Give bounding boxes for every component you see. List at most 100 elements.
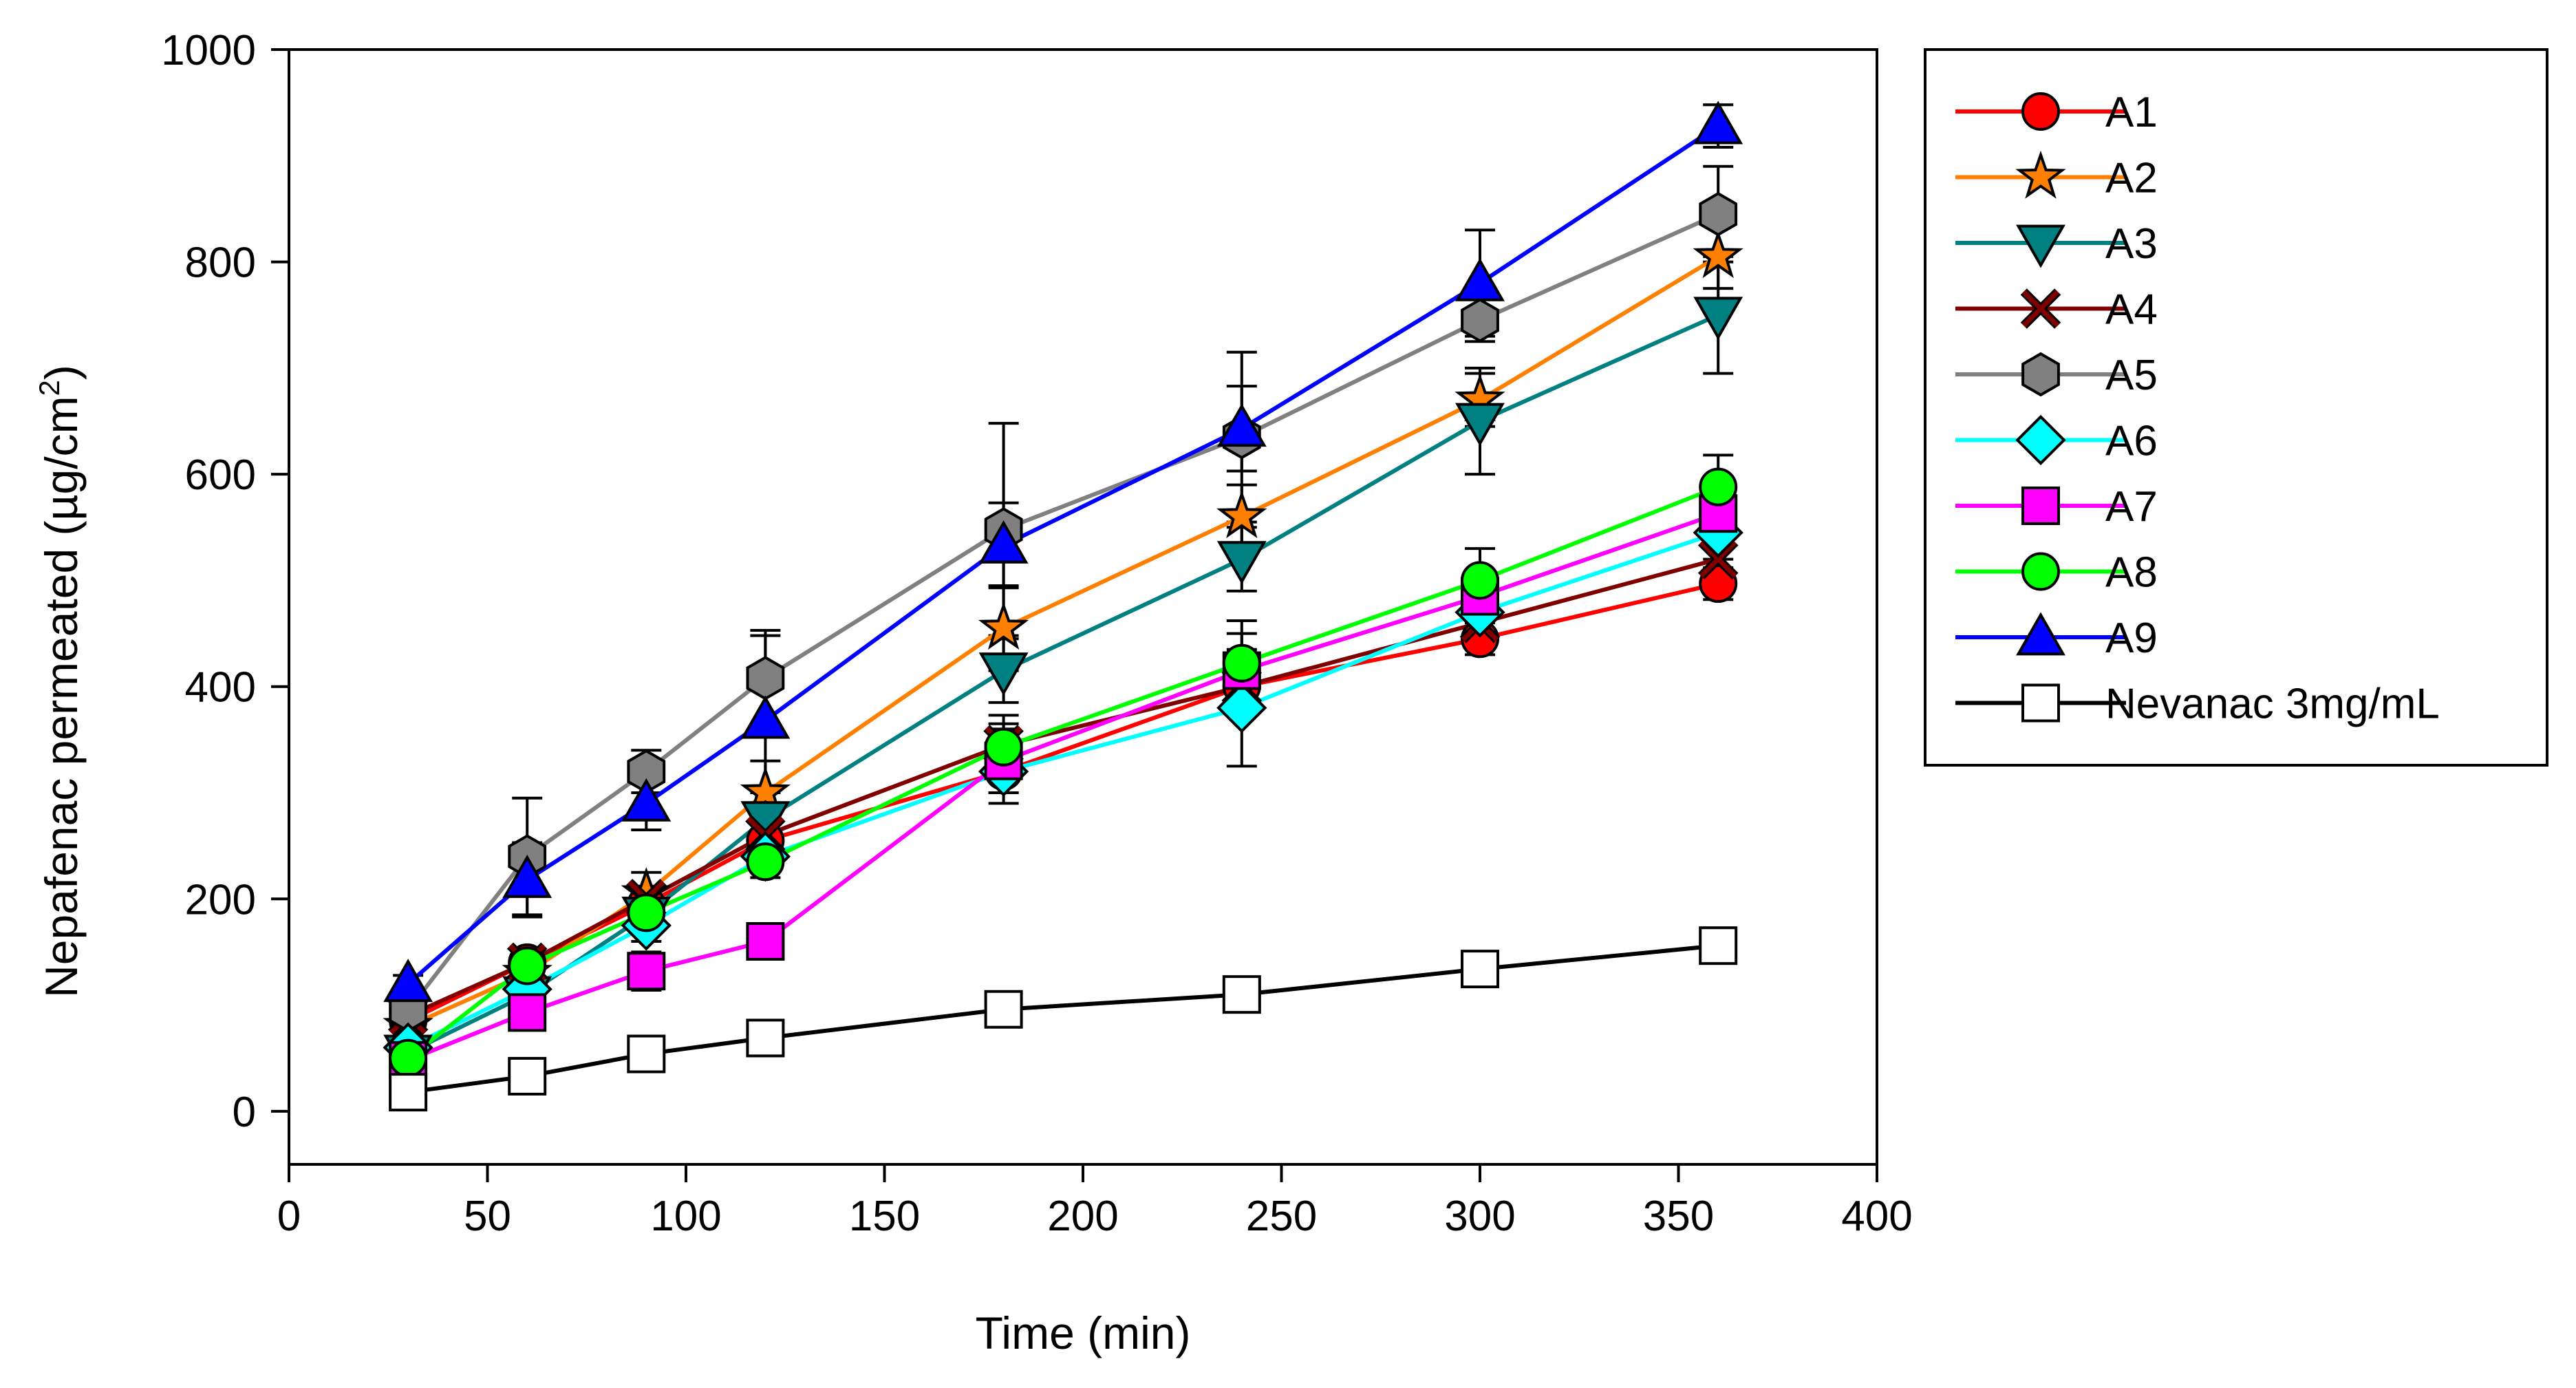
series-line-2 bbox=[407, 255, 1719, 1029]
data-point bbox=[984, 727, 1023, 767]
legend-label: Nevanac 3mg/mL bbox=[2105, 681, 2440, 728]
legend-label: A2 bbox=[2105, 155, 2158, 202]
legend-marker bbox=[2015, 414, 2066, 466]
legend-label: A1 bbox=[2105, 89, 2158, 136]
legend-label: A6 bbox=[2105, 418, 2158, 465]
data-point bbox=[502, 854, 552, 898]
x-tick-label: 200 bbox=[1047, 1193, 1118, 1240]
legend-entry: A8 bbox=[1955, 549, 2158, 597]
y-tick-label: 600 bbox=[185, 451, 256, 499]
legend-entry: A1 bbox=[1955, 89, 2158, 136]
y-tick-label: 200 bbox=[185, 876, 256, 923]
x-tick-label: 0 bbox=[277, 1193, 301, 1240]
legend-entry: A5 bbox=[1955, 352, 2158, 399]
y-axis-title-suffix: ) bbox=[36, 365, 87, 380]
legend-label: A3 bbox=[2105, 220, 2158, 268]
legend-entry: A4 bbox=[1955, 286, 2158, 334]
legend-marker bbox=[2016, 224, 2065, 268]
data-point bbox=[508, 946, 547, 985]
x-tick-label: 300 bbox=[1444, 1193, 1515, 1240]
x-tick-label: 100 bbox=[650, 1193, 721, 1240]
legend-marker bbox=[2020, 288, 2061, 329]
x-tick-label: 50 bbox=[464, 1193, 511, 1240]
legend-marker bbox=[2015, 150, 2066, 199]
y-tick-label: 400 bbox=[185, 664, 256, 712]
data-point bbox=[389, 1038, 428, 1078]
legend-label: A4 bbox=[2105, 286, 2158, 334]
series-line-7 bbox=[407, 511, 1719, 1063]
data-point bbox=[1216, 490, 1267, 539]
data-point bbox=[1455, 403, 1505, 447]
data-point bbox=[984, 990, 1023, 1029]
data-point bbox=[1216, 541, 1267, 585]
legend-entry: A7 bbox=[1955, 483, 2158, 531]
data-point bbox=[1461, 561, 1499, 600]
data-point-stroke bbox=[1699, 540, 1737, 578]
x-tick-label: 250 bbox=[1246, 1193, 1317, 1240]
legend-marker bbox=[2021, 352, 2060, 397]
legend: A1 A2 A3 A4 A5 A6 A7 A8 A9 Nevanac 3mg/mL bbox=[1924, 48, 2548, 767]
data-point bbox=[1455, 257, 1505, 301]
data-point bbox=[621, 778, 672, 822]
legend-entry: A6 bbox=[1955, 414, 2158, 466]
data-point bbox=[746, 842, 785, 882]
data-point bbox=[978, 601, 1029, 650]
data-point bbox=[746, 656, 785, 701]
y-axis-title-main: Nepafenac permeated (µg/cm bbox=[36, 396, 87, 997]
legend-entry: Nevanac 3mg/mL bbox=[1955, 681, 2440, 728]
data-point bbox=[1699, 564, 1738, 604]
data-point bbox=[1222, 643, 1261, 683]
data-point bbox=[1461, 950, 1499, 989]
legend-entry: A2 bbox=[1955, 150, 2158, 202]
data-point bbox=[1461, 298, 1499, 343]
legend-box bbox=[1924, 48, 2548, 767]
legend-marker bbox=[2021, 487, 2060, 525]
data-point bbox=[1216, 682, 1267, 734]
data-point bbox=[627, 1034, 666, 1074]
data-point bbox=[508, 1056, 547, 1096]
data-point bbox=[383, 959, 433, 1003]
legend-label: A9 bbox=[2105, 615, 2158, 662]
data-point bbox=[978, 520, 1029, 564]
legend-label: A5 bbox=[2105, 352, 2158, 399]
data-point bbox=[1699, 926, 1738, 965]
legend-marker bbox=[2021, 92, 2060, 131]
series-line-8 bbox=[407, 484, 1719, 1060]
data-point bbox=[746, 922, 785, 961]
data-point bbox=[746, 1018, 785, 1058]
data-point bbox=[1699, 191, 1738, 237]
legend-marker bbox=[2021, 552, 2060, 591]
y-axis-title: Nepafenac permeated (µg/cm2) bbox=[33, 365, 87, 998]
data-point bbox=[1697, 539, 1739, 579]
legend-entry: A9 bbox=[1955, 612, 2158, 662]
data-point bbox=[1216, 403, 1267, 447]
data-point bbox=[1693, 297, 1743, 341]
legend-marker bbox=[2021, 683, 2060, 723]
data-point bbox=[1693, 230, 1743, 279]
series-line-10 bbox=[407, 943, 1719, 1095]
data-point bbox=[978, 652, 1029, 696]
legend-label: A8 bbox=[2105, 549, 2158, 597]
y-tick-label: 1000 bbox=[161, 27, 256, 74]
data-point bbox=[627, 952, 666, 991]
x-tick-label: 350 bbox=[1643, 1193, 1714, 1240]
series-line-9 bbox=[407, 124, 1719, 985]
x-tick-label: 400 bbox=[1841, 1193, 1912, 1240]
y-tick-label: 0 bbox=[233, 1089, 256, 1136]
data-point bbox=[389, 1073, 428, 1112]
legend-entry: A3 bbox=[1955, 220, 2158, 268]
y-axis-title-superscript: 2 bbox=[33, 380, 65, 396]
legend-marker-stroke bbox=[2021, 290, 2060, 328]
x-axis-title: Time (min) bbox=[976, 1307, 1191, 1358]
legend-label: A7 bbox=[2105, 483, 2158, 531]
data-point bbox=[627, 893, 666, 932]
data-point bbox=[508, 993, 547, 1032]
legend-marker bbox=[2016, 612, 2065, 656]
data-point bbox=[1693, 100, 1743, 145]
y-tick-label: 800 bbox=[185, 239, 256, 287]
data-point bbox=[1222, 975, 1261, 1014]
series-line-3 bbox=[407, 312, 1719, 1055]
series-line-4 bbox=[407, 557, 1719, 1018]
